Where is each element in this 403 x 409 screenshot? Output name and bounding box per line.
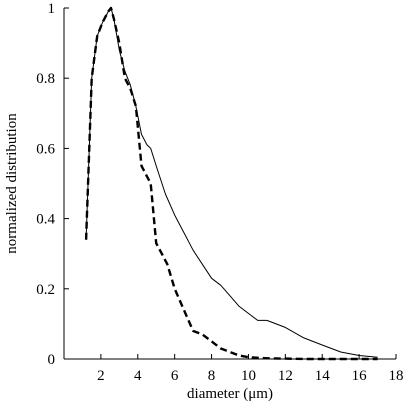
y-axis-title: normalized distribution xyxy=(4,113,20,254)
ticks: 2 4 6 8 10 12 14 16 18 0 0.2 0.4 0.6 0.8 1 xyxy=(36,1,403,384)
x-tick-label: 14 xyxy=(315,368,331,384)
y-tick-label: 0 xyxy=(48,352,56,368)
y-tick-label: 0.4 xyxy=(36,212,55,228)
y-tick-label: 0.2 xyxy=(36,282,55,298)
y-tick-label: 0.8 xyxy=(36,71,55,87)
x-tick-label: 18 xyxy=(389,368,403,384)
x-tick-label: 12 xyxy=(278,368,293,384)
x-tick-label: 8 xyxy=(208,368,216,384)
axes xyxy=(63,8,396,360)
series-line-dashed xyxy=(84,6,378,361)
x-tick-label: 4 xyxy=(134,368,142,384)
y-tick-label: 1 xyxy=(48,1,56,17)
x-tick-label: 2 xyxy=(97,368,105,384)
x-tick-label: 10 xyxy=(241,368,256,384)
series-line-solid xyxy=(85,7,378,358)
series-layer xyxy=(84,6,378,361)
y-tick-label: 0.6 xyxy=(36,141,55,157)
x-tick-label: 6 xyxy=(171,368,179,384)
x-axis-title: diameter (μm) xyxy=(187,386,273,402)
x-tick-label: 16 xyxy=(352,368,368,384)
